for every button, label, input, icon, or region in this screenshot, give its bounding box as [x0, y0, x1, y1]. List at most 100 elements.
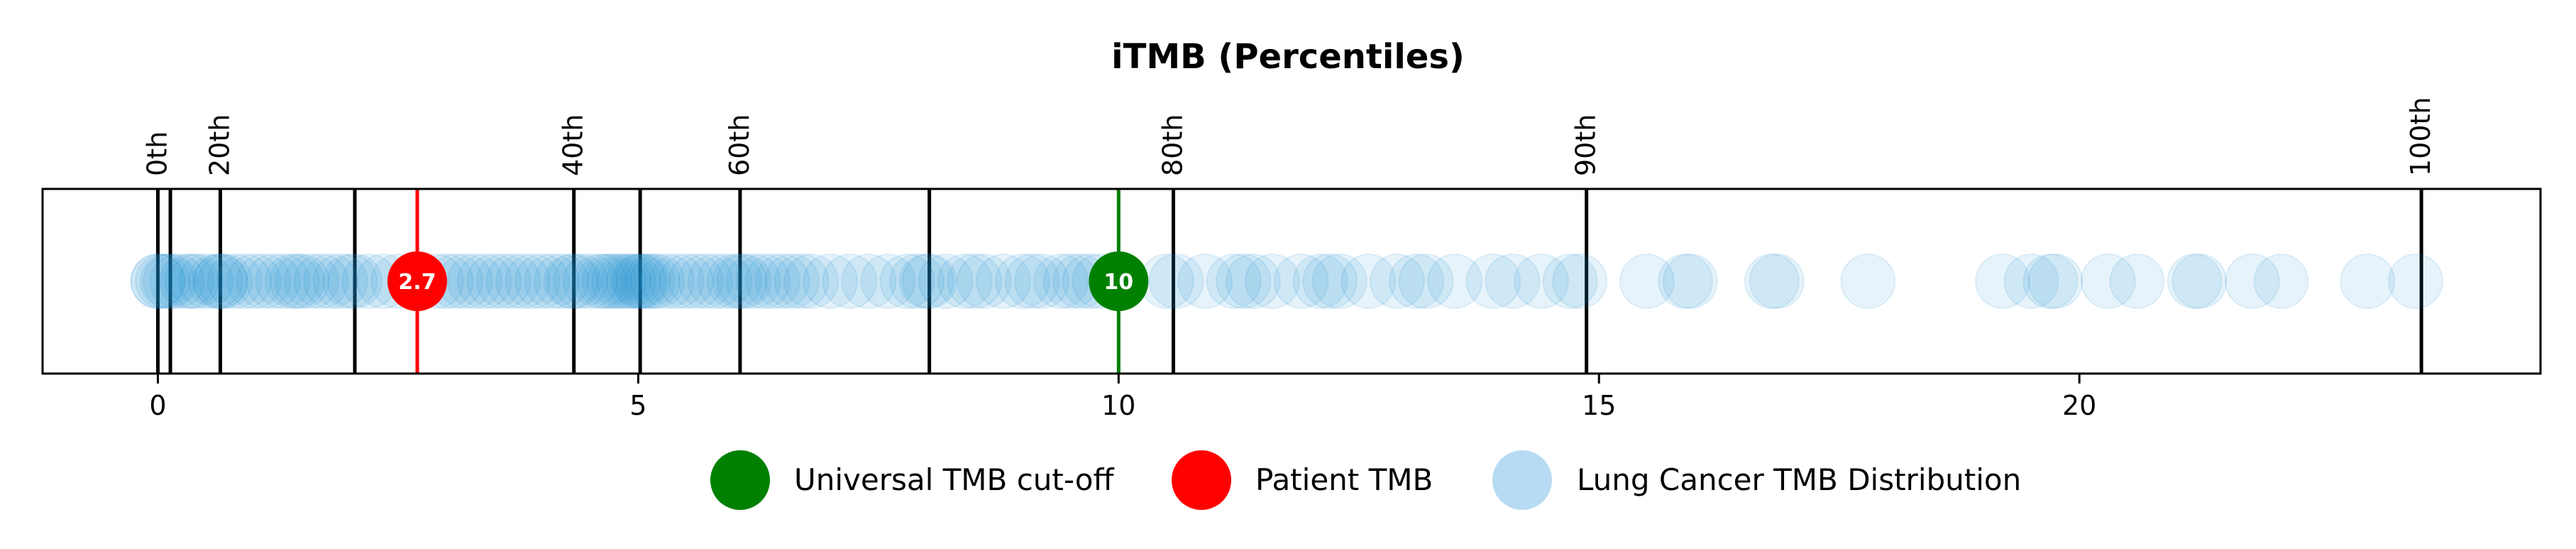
distribution-point — [553, 254, 609, 309]
distribution-point — [1341, 254, 1397, 309]
x-tick-label: 20 — [2062, 390, 2096, 421]
distribution-point — [1465, 254, 1521, 309]
distribution-point — [783, 254, 840, 309]
distribution-point — [187, 254, 243, 309]
distribution-point — [860, 254, 916, 309]
legend: Universal TMB cut-off Patient TMB Lung Can… — [710, 450, 2021, 510]
distribution-point — [937, 254, 993, 309]
universal-cutoff-marker — [1089, 251, 1149, 311]
distribution-point — [495, 254, 551, 309]
plot-frame — [41, 187, 2542, 375]
percentile-label: 40th — [558, 114, 589, 176]
distribution-point — [612, 254, 668, 309]
distribution-point — [524, 254, 580, 309]
distribution-point — [534, 254, 590, 309]
distribution-point — [485, 254, 541, 309]
distribution-point — [889, 254, 945, 309]
distribution-point — [620, 254, 676, 309]
distribution-point — [605, 254, 661, 309]
distribution-point — [255, 254, 311, 309]
distribution-point — [245, 254, 301, 309]
distribution-point — [1311, 254, 1367, 309]
distribution-point — [269, 254, 325, 309]
legend-universal-cutoff-label: Universal TMB cut-off — [794, 462, 1114, 497]
distribution-point — [596, 254, 652, 309]
distribution-point — [2027, 254, 2084, 309]
distribution-points — [130, 254, 2443, 309]
x-tick-label: 5 — [629, 390, 646, 421]
distribution-point — [1273, 254, 1329, 309]
distribution-point — [274, 254, 330, 309]
percentile-lines: 0th 20th 40th 60th 80th 90th 100th — [141, 97, 2436, 374]
distribution-point — [735, 254, 791, 309]
distribution-point — [1177, 254, 1233, 309]
distribution-point — [1148, 254, 1204, 309]
distribution-point — [2340, 254, 2396, 309]
distribution-point — [143, 254, 199, 309]
x-tick-label: 15 — [1582, 390, 1616, 421]
distribution-point — [659, 254, 715, 309]
distribution-point — [1542, 254, 1598, 309]
distribution-point — [803, 254, 859, 309]
distribution-point — [2109, 254, 2165, 309]
distribution-point — [1514, 254, 1569, 309]
distribution-point — [543, 254, 599, 309]
distribution-point — [322, 254, 378, 309]
distribution-point — [754, 254, 810, 309]
distribution-point — [207, 254, 263, 309]
distribution-point — [678, 254, 734, 309]
distribution-point — [149, 254, 205, 309]
distribution-point — [712, 254, 768, 309]
distribution-point — [774, 254, 830, 309]
distribution-point — [1216, 254, 1272, 309]
distribution-point — [947, 254, 1003, 309]
distribution-point — [918, 254, 974, 309]
distribution-point — [764, 254, 820, 309]
distribution-point — [725, 254, 781, 309]
distribution-point — [716, 254, 772, 309]
distribution-point — [303, 254, 359, 309]
distribution-point — [639, 254, 695, 309]
distribution-point — [505, 254, 561, 309]
distribution-point — [1369, 254, 1425, 309]
distribution-point — [624, 254, 681, 309]
distribution-point — [1619, 254, 1675, 309]
distribution-point — [265, 254, 320, 309]
distribution-point — [668, 254, 724, 309]
distribution-point — [2080, 254, 2136, 309]
distribution-point — [1292, 254, 1348, 309]
distribution-point — [572, 254, 628, 309]
percentile-label: 100th — [2405, 97, 2436, 176]
distribution-point — [975, 254, 1031, 309]
legend-distribution-label: Lung Cancer TMB Distribution — [1577, 462, 2021, 497]
distribution-point — [135, 254, 191, 309]
distribution-point — [687, 254, 743, 309]
distribution-point — [649, 254, 705, 309]
patient-tmb-label: 2.7 — [398, 270, 436, 295]
distribution-point — [2224, 254, 2280, 309]
distribution-point — [1840, 254, 1896, 309]
distribution-point — [706, 254, 762, 309]
distribution-point — [1302, 254, 1358, 309]
distribution-point — [514, 254, 570, 309]
distribution-point — [1485, 254, 1541, 309]
percentile-label: 90th — [1570, 114, 1602, 176]
distribution-point — [197, 254, 253, 309]
percentile-label: 80th — [1157, 114, 1188, 176]
distribution-point — [1749, 254, 1805, 309]
distribution-point — [216, 254, 273, 309]
distribution-point — [901, 254, 957, 309]
distribution-point — [159, 254, 215, 309]
distribution-point — [581, 254, 637, 309]
distribution-point — [163, 254, 219, 309]
distribution-point — [192, 254, 248, 309]
distribution-point — [130, 254, 186, 309]
patient-tmb-marker — [387, 251, 447, 311]
distribution-point — [327, 254, 382, 309]
distribution-point — [2167, 254, 2223, 309]
distribution-point — [610, 254, 666, 309]
distribution-point — [466, 254, 522, 309]
legend-distribution-swatch — [1492, 450, 1552, 510]
distribution-point — [841, 254, 897, 309]
